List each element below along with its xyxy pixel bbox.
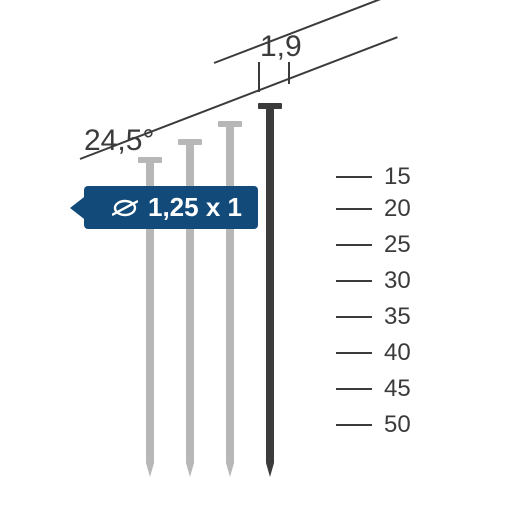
scale-tick bbox=[336, 280, 372, 282]
scale-label: 35 bbox=[384, 303, 411, 331]
head-dim-right-extension bbox=[288, 62, 290, 84]
nail-tip bbox=[266, 463, 274, 477]
scale-label: 30 bbox=[384, 267, 411, 295]
nail-3 bbox=[226, 121, 234, 477]
scale-tick bbox=[336, 388, 372, 390]
scale-tick bbox=[336, 176, 372, 178]
shank-dim-text: 1,25 x 1 bbox=[148, 192, 242, 223]
nail-shank bbox=[266, 109, 274, 463]
scale-label: 25 bbox=[384, 231, 411, 259]
nail-tip bbox=[186, 463, 194, 477]
shank-dim-badge: 1,25 x 1 bbox=[84, 186, 258, 229]
diameter-icon bbox=[112, 199, 138, 217]
nail-shank bbox=[226, 127, 234, 463]
nail-tip bbox=[146, 463, 154, 477]
scale-tick bbox=[336, 316, 372, 318]
scale-tick bbox=[336, 244, 372, 246]
scale-label: 45 bbox=[384, 375, 411, 403]
angle-label: 24,5° bbox=[84, 124, 154, 158]
scale-label: 20 bbox=[384, 195, 411, 223]
scale-tick bbox=[336, 352, 372, 354]
nail-tip bbox=[226, 463, 234, 477]
nail-4 bbox=[266, 103, 274, 477]
scale-tick bbox=[336, 424, 372, 426]
scale-label: 40 bbox=[384, 339, 411, 367]
head-dim-left-extension bbox=[258, 62, 260, 92]
head-width-label: 1,9 bbox=[260, 30, 302, 64]
scale-tick bbox=[336, 208, 372, 210]
scale-label: 15 bbox=[384, 163, 411, 191]
scale-label: 50 bbox=[384, 411, 411, 439]
